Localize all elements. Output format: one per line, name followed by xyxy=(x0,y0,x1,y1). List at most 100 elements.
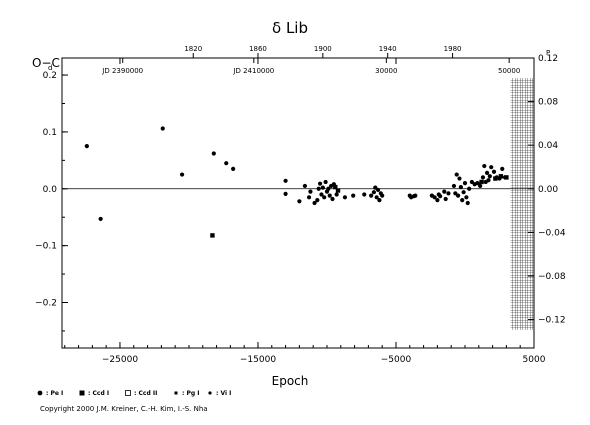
legend-label: : Vi I xyxy=(216,390,231,397)
y-right-unit: P xyxy=(546,49,550,57)
data-point-pe-i xyxy=(478,183,483,189)
data-point-pe-i xyxy=(453,191,458,196)
data-point-pe-i xyxy=(327,193,332,198)
data-point-pe-i xyxy=(435,198,440,203)
data-point-pe-i xyxy=(432,195,437,200)
y-left-tick-label: 0.2 xyxy=(43,71,57,81)
legend-marker-ccd-ii xyxy=(125,390,131,396)
jd-label: 50000 xyxy=(498,67,520,75)
legend-label: : Pg I xyxy=(182,390,200,397)
data-point-pe-i xyxy=(317,181,323,186)
data-point-pe-i xyxy=(211,151,216,156)
legend-marker-pg-i xyxy=(174,391,178,395)
data-point-pe-i xyxy=(323,179,328,185)
y-right-tick-label: 0.04 xyxy=(538,141,558,151)
data-point-pe-i xyxy=(489,165,494,170)
year-tick-label: 1980 xyxy=(444,45,462,53)
data-point-pe-i xyxy=(487,174,492,179)
axis-ticks: −25000 −15000 −5000 5000 1820 1860 1900 1940 198… xyxy=(35,45,566,365)
year-tick-label: 1900 xyxy=(314,45,332,53)
y-right-tick-label: 0.08 xyxy=(538,98,558,108)
data-point-pe-i xyxy=(374,195,379,200)
data-point-pe-i xyxy=(482,163,487,169)
y-left-tick-label: −0.2 xyxy=(35,299,57,309)
legend-label: : Ccd II xyxy=(134,390,157,397)
data-point-pe-i xyxy=(308,189,313,194)
legend: : Pe I : Ccd I : Ccd II : Pg I : Vi I xyxy=(37,390,231,397)
y-right-tick-label: 0.12 xyxy=(538,54,558,64)
data-point-ccd-i xyxy=(333,184,338,190)
data-point-pe-i xyxy=(179,172,185,177)
data-point-pe-i xyxy=(362,192,367,197)
data-point-pe-i xyxy=(322,195,327,200)
data-point-pe-i xyxy=(283,191,288,197)
data-point-pe-i xyxy=(462,180,468,186)
data-point-pe-i xyxy=(98,216,103,222)
chart-title: δ Lib xyxy=(272,19,308,37)
data-point-pe-i xyxy=(486,178,491,183)
data-point-ccd-i xyxy=(335,188,341,193)
data-point-pe-i xyxy=(231,166,236,171)
data-point-pe-i xyxy=(442,189,447,194)
data-point-pe-i xyxy=(380,193,385,198)
x-tick-label: −5000 xyxy=(381,355,412,365)
legend-label: : Ccd I xyxy=(88,390,109,397)
copyright-text: Copyright 2000 J.M. Kreiner, C.-H. Kim, … xyxy=(40,405,208,413)
data-point-pe-i xyxy=(375,187,381,193)
data-point-ccd-i xyxy=(210,233,215,238)
data-point-pe-i xyxy=(438,194,443,199)
data-point-pe-i xyxy=(467,186,472,191)
data-point-pe-i xyxy=(464,195,469,200)
data-point-pe-i xyxy=(316,186,321,191)
data-point-pe-i xyxy=(457,176,462,181)
data-point-pe-i xyxy=(330,196,335,202)
jd-label: 30000 xyxy=(375,67,397,75)
data-point-pe-i xyxy=(320,185,325,190)
y-right-tick-label: 0.00 xyxy=(538,185,558,195)
data-point-pe-i xyxy=(342,195,348,200)
data-point-ccd-i xyxy=(498,174,504,179)
data-point-pe-i xyxy=(469,179,474,185)
data-point-pe-i xyxy=(351,193,356,198)
data-point-pe-i xyxy=(446,191,451,196)
data-point-pe-i xyxy=(297,199,302,204)
data-point-ccd-i xyxy=(504,175,509,180)
data-point-pe-i xyxy=(84,144,89,149)
data-point-pe-i xyxy=(484,170,490,175)
data-point-pe-i xyxy=(224,161,229,166)
data-point-ccd-i xyxy=(479,179,484,185)
year-tick-label: 1860 xyxy=(249,45,267,53)
data-point-pe-i xyxy=(451,183,457,189)
data-point-pe-i xyxy=(319,192,324,197)
hatched-region xyxy=(510,78,534,330)
data-point-pe-i xyxy=(369,193,374,198)
data-points xyxy=(84,126,509,238)
legend-marker-ccd-i xyxy=(79,390,85,396)
data-point-pe-i xyxy=(373,185,378,190)
y-left-unit: d xyxy=(48,64,52,72)
data-point-pe-i xyxy=(460,198,465,203)
data-point-pe-i xyxy=(455,193,461,198)
y-axis-title-left: O−C xyxy=(32,56,60,70)
x-tick-label: −25000 xyxy=(102,355,138,365)
legend-marker-pe-i xyxy=(37,390,43,396)
data-point-pe-i xyxy=(491,169,497,174)
data-point-pe-i xyxy=(326,186,331,191)
y-left-tick-label: 0.1 xyxy=(43,128,57,138)
legend-marker-vi-i xyxy=(208,391,212,395)
y-left-tick-label: −0.1 xyxy=(35,242,57,252)
y-right-tick-label: −0.12 xyxy=(538,316,566,326)
data-point-pe-i xyxy=(377,198,382,203)
legend-label: : Pe I xyxy=(46,390,63,397)
data-point-pe-i xyxy=(454,172,459,177)
plot-frame xyxy=(61,57,535,349)
x-tick-label: −15000 xyxy=(240,355,276,365)
year-tick-label: 1940 xyxy=(379,45,397,53)
data-point-pe-i xyxy=(461,190,466,195)
data-point-pe-i xyxy=(334,192,339,197)
year-tick-label: 1820 xyxy=(184,45,202,53)
data-point-ccd-i xyxy=(493,176,498,181)
data-point-pe-i xyxy=(500,166,505,171)
data-point-pe-i xyxy=(413,193,418,198)
